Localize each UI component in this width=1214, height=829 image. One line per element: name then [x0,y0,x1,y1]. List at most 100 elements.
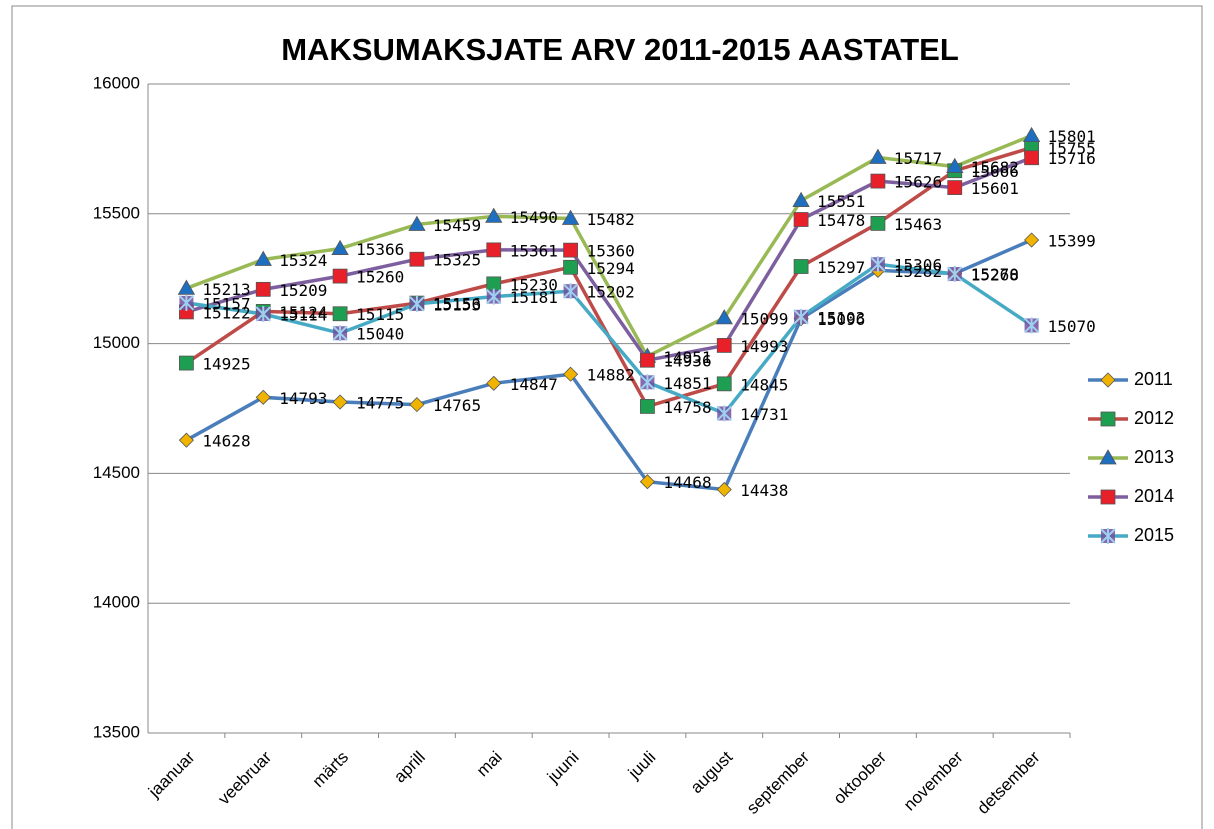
marker [1100,411,1116,427]
chart-title: MAKSUMAKSJATE ARV 2011-2015 AASTATEL [281,32,959,67]
marker-star [178,294,195,311]
data-label: 15717 [894,149,942,168]
marker [1024,232,1040,248]
series-line [186,262,1033,416]
marker [716,376,732,392]
marker [563,242,578,258]
data-label: 14951 [663,348,711,367]
marker [561,209,580,225]
data-label: 15325 [433,251,481,270]
legend-label: 2011 [1134,369,1173,389]
marker [178,294,195,311]
marker [1022,126,1041,143]
y-tick-label: 14000 [93,593,140,612]
data-label: 15463 [894,215,942,234]
data-label: 14775 [356,394,404,413]
data-label: 15122 [202,303,250,322]
data-label: 15399 [1048,232,1096,251]
data-label: 15124 [279,303,327,322]
marker [409,251,425,267]
marker [793,259,809,274]
marker [947,180,963,195]
data-label: 15096 [817,310,865,329]
marker [716,481,732,498]
data-label: 15601 [971,179,1019,198]
data-label: 14628 [202,432,250,451]
marker [254,250,272,266]
marker [485,207,503,223]
data-label: 15306 [894,256,942,275]
data-label: 15459 [433,216,481,235]
data-label: 14925 [202,355,250,374]
data-label: 15716 [1048,149,1096,168]
marker [486,288,502,305]
marker [563,366,579,382]
data-label: 15270 [971,265,1019,284]
marker [870,173,886,189]
data-label: 15153 [433,295,481,314]
marker-star [793,308,809,325]
data-label: 14731 [740,405,788,424]
marker [409,295,425,312]
marker [177,279,196,295]
data-label: 15626 [894,173,942,192]
data-label: 15297 [817,258,865,277]
marker-star [716,405,732,422]
data-label: 15361 [510,241,558,260]
data-label: 15230 [510,275,558,294]
marker [255,389,271,405]
marker [331,239,349,255]
data-label: 14845 [740,375,788,394]
marker [639,374,656,391]
data-label: 14765 [433,396,481,415]
data-label: 15260 [356,268,404,287]
data-label: 15360 [587,242,635,261]
legend-label: 2013 [1134,447,1174,467]
marker [332,268,348,284]
marker [716,405,732,422]
data-label: 15268 [971,266,1019,285]
data-label: 14851 [663,374,711,393]
data-label: 15040 [356,325,404,344]
marker-star [255,306,271,323]
data-label: 15114 [279,306,327,325]
y-tick-label: 16000 [93,73,140,92]
marker [1100,528,1116,544]
marker [869,148,887,164]
marker [332,394,348,410]
data-label: 15103 [817,308,865,327]
marker-star [639,374,656,391]
marker [562,283,579,300]
marker [1023,317,1040,334]
data-label: 15755 [1048,139,1096,158]
data-label: 15282 [894,262,942,281]
data-label: 15801 [1048,127,1096,146]
y-tick-label: 13500 [93,722,140,741]
data-label: 14793 [279,389,327,408]
y-tick-label: 15000 [93,333,140,352]
marker [640,352,655,368]
marker [793,212,809,227]
series-line [185,156,1033,363]
marker [1100,372,1116,388]
series-line [185,134,1033,359]
marker [255,306,271,323]
marker-star [332,325,348,342]
legend-label: 2014 [1134,486,1174,506]
data-label: 15294 [587,259,635,278]
marker [178,432,194,448]
marker [563,259,578,275]
marker-star [409,295,425,312]
marker [870,216,886,231]
data-label: 14758 [663,398,711,417]
marker-star [870,256,886,273]
y-tick-label: 15500 [93,203,140,222]
data-label: 15366 [356,240,404,259]
marker [946,157,964,173]
marker [1024,150,1039,166]
data-label: 14847 [510,375,558,394]
data-label: 15324 [279,251,327,270]
marker [947,266,963,283]
data-label: 15115 [356,305,404,324]
marker [715,309,733,325]
